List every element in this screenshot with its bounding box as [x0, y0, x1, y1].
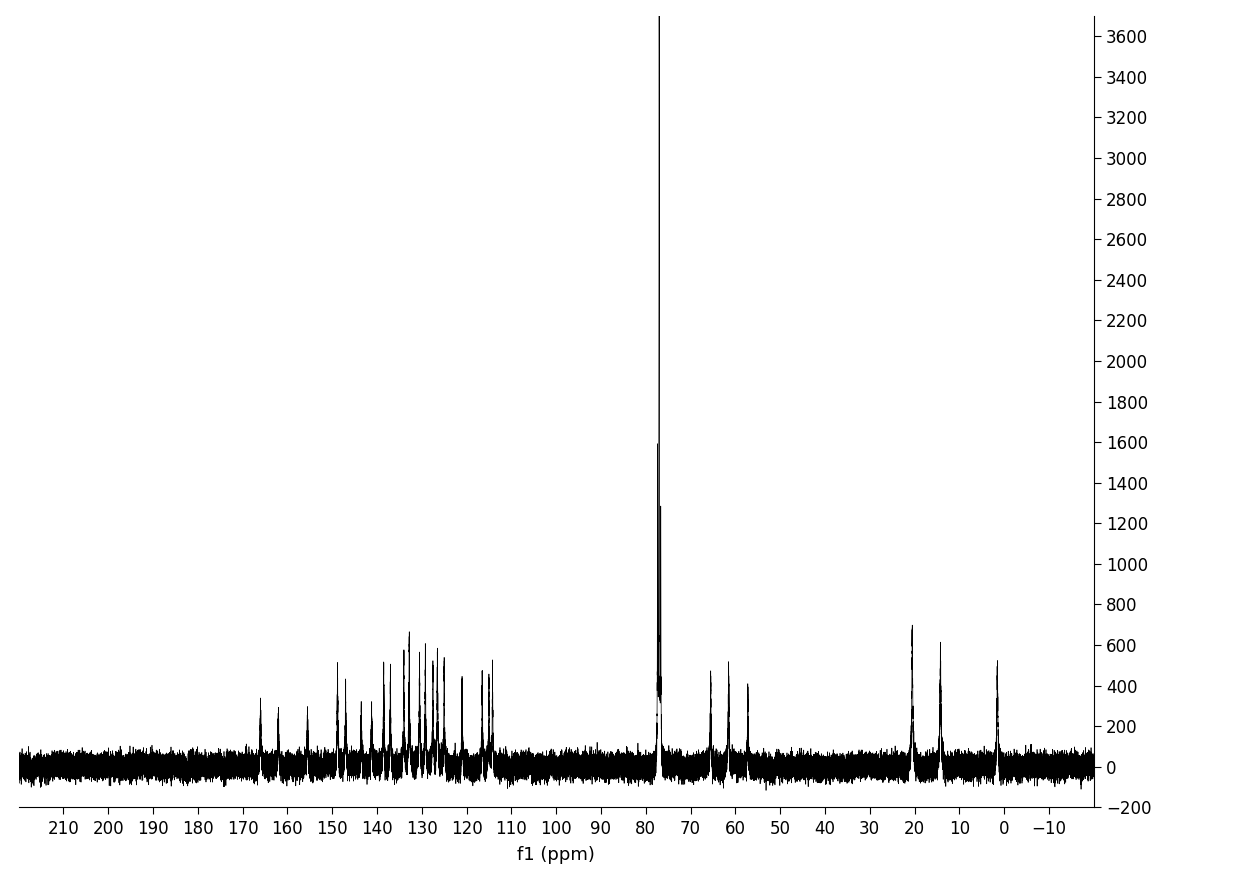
X-axis label: f1 (ppm): f1 (ppm): [517, 847, 595, 864]
